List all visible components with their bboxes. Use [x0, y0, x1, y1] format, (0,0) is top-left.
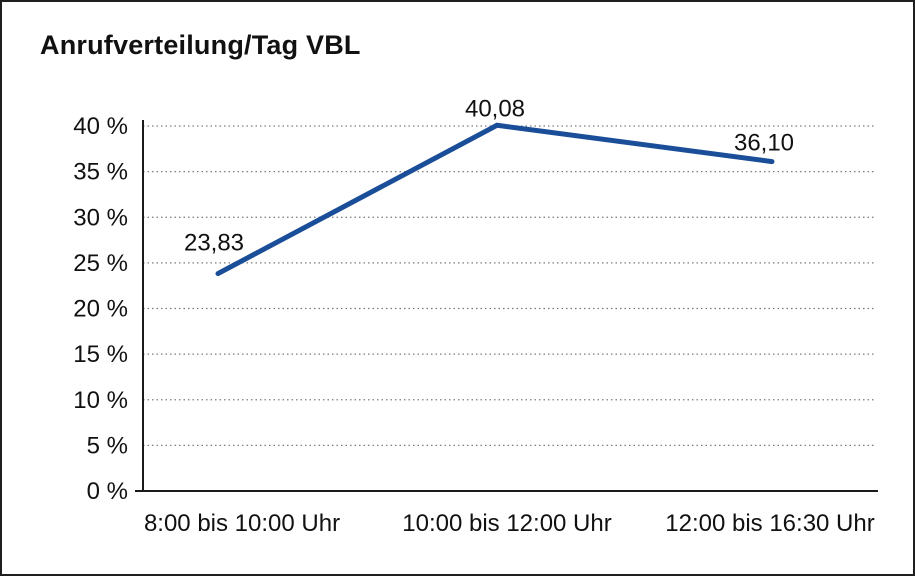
gridlines — [143, 125, 876, 447]
x-category-label: 8:00 bis 10:00 Uhr — [144, 510, 340, 537]
data-line — [215, 122, 775, 277]
y-tick-label: 10 % — [73, 387, 128, 414]
y-axis-labels: 0 % 5 % 10 % 15 % 20 % 25 % 30 % 35 % 40 % — [73, 113, 128, 505]
y-tick-label: 0 % — [87, 478, 128, 505]
y-tick-label: 35 % — [73, 159, 128, 186]
y-tick-label: 40 % — [73, 113, 128, 140]
y-tick-label: 5 % — [87, 432, 128, 459]
x-category-label: 10:00 bis 12:00 Uhr — [402, 510, 611, 537]
chart-title: Anrufverteilung/Tag VBL — [40, 30, 361, 60]
y-tick-label: 15 % — [73, 341, 128, 368]
y-tick-label: 25 % — [73, 250, 128, 277]
data-point-label: 40,08 — [465, 95, 525, 122]
x-axis-labels: 8:00 bis 10:00 Uhr 10:00 bis 12:00 Uhr 12:… — [144, 510, 875, 537]
x-category-label: 12:00 bis 16:30 Uhr — [665, 510, 874, 537]
data-point-label: 36,10 — [734, 130, 794, 157]
y-tick-label: 20 % — [73, 296, 128, 323]
data-point-label: 23,83 — [184, 230, 244, 257]
data-labels: 23,83 40,08 36,10 — [184, 95, 794, 256]
y-tick-label: 30 % — [73, 204, 128, 231]
